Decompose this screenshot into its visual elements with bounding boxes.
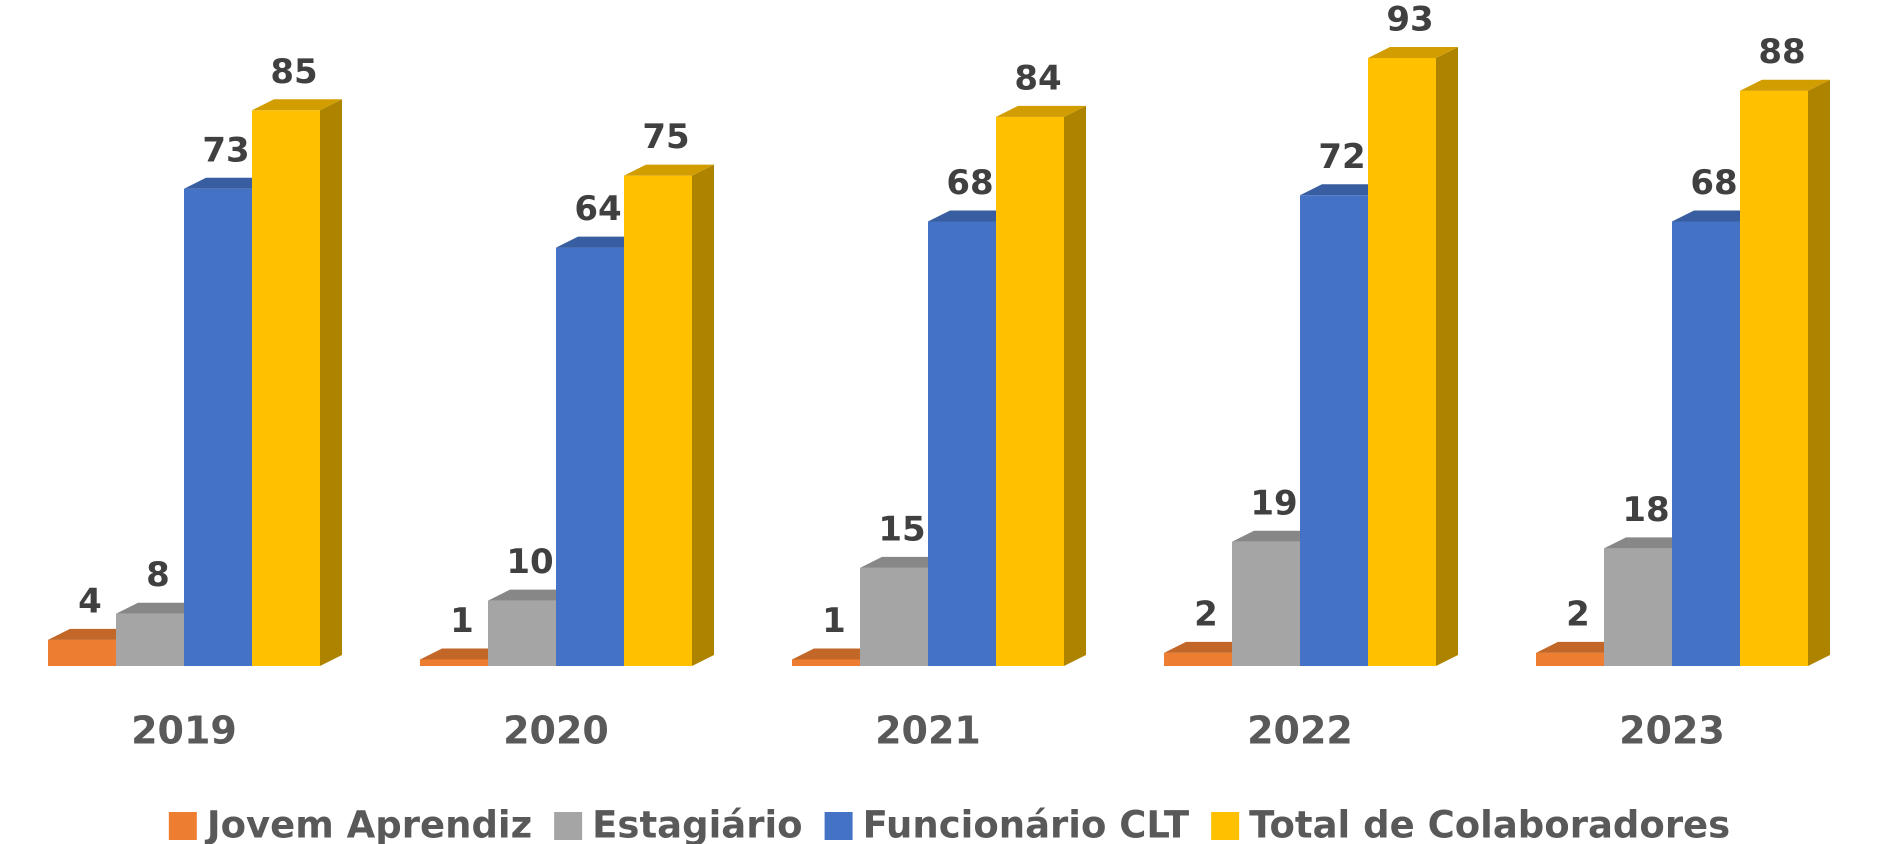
bar [252,99,342,666]
data-label: 64 [574,189,621,229]
bar-front [860,567,928,666]
x-tick-label: 2022 [1247,709,1353,753]
data-label: 85 [270,52,317,92]
data-label: 1 [450,601,474,641]
data-label: 1 [822,601,846,641]
x-tick-label: 2020 [503,709,609,753]
bar-front [928,221,996,666]
bar-front [1232,541,1300,666]
bar-side [1436,47,1458,666]
data-label: 68 [946,163,993,203]
data-label: 84 [1014,58,1061,98]
bar-side [1064,105,1086,667]
bar-front [624,175,692,666]
data-label: 68 [1690,163,1737,203]
bar-front [1536,652,1604,666]
bar-top [488,589,578,601]
bar [996,105,1086,667]
bar-front [792,659,860,666]
bar-top [1368,47,1458,58]
bar [1740,79,1830,666]
bar-top [1536,641,1626,653]
bar-top [252,99,342,111]
bar-front [556,247,624,666]
bar-top [1672,210,1762,222]
bar-front [184,188,252,666]
bar-top [116,602,206,614]
bar-front [1740,90,1808,666]
bar-top [48,628,138,640]
bar-front [252,110,320,666]
legend-swatch [824,812,853,840]
bar-front [996,116,1064,667]
bar-top [860,556,950,568]
data-label: 4 [78,581,102,621]
data-label: 19 [1250,483,1297,523]
bar-front [1368,58,1436,666]
bar-top [420,648,510,660]
bar-top [556,236,646,248]
bar-front [1604,548,1672,666]
bar-side [320,99,342,666]
data-label: 18 [1622,490,1669,530]
bar-top [996,105,1086,117]
bar-top [1164,641,1254,653]
data-label: 88 [1758,32,1805,72]
data-label: 93 [1386,0,1433,40]
bar-front [420,659,488,666]
bar [1368,47,1458,666]
legend-swatch [1211,812,1240,840]
legend-label: Total de Colaboradores [1249,804,1730,844]
data-label: 15 [878,509,925,549]
bar-side [1808,79,1830,666]
data-label: 72 [1318,137,1365,177]
data-label: 75 [642,117,689,157]
x-tick-label: 2019 [131,709,237,753]
bar-top [624,164,714,176]
bar-front [1672,221,1740,666]
bar-front [1300,195,1368,666]
data-label: 2 [1566,594,1590,634]
legend-swatch [554,812,583,840]
legend-label: Jovem Aprendiz [204,804,532,844]
data-label: 10 [506,542,553,582]
bar-front [488,600,556,666]
bar-top [792,648,882,660]
bar-front [116,613,184,666]
bar-top [1604,537,1694,549]
bar [624,164,714,666]
bar-front [48,639,116,666]
data-label: 2 [1194,594,1218,634]
bar-top [928,210,1018,222]
x-tick-label: 2021 [875,709,981,753]
bar-top [1740,79,1830,91]
data-label: 8 [146,555,170,595]
legend-swatch [168,812,197,840]
data-label: 73 [202,130,249,170]
legend-label: Funcionário CLT [863,804,1190,844]
bar-top [184,177,274,189]
bar-top [1232,530,1322,542]
x-tick-label: 2023 [1619,709,1725,753]
bar-top [1300,184,1390,196]
bar-side [692,164,714,666]
legend-label: Estagiário [592,804,802,844]
bar-front [1164,652,1232,666]
